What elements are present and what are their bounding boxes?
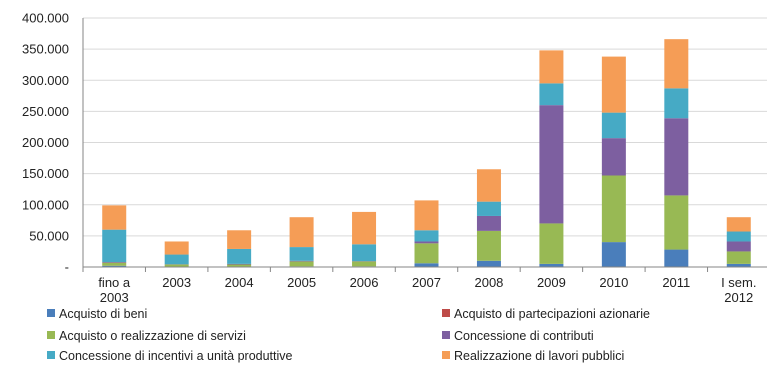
bar-segment [664, 39, 689, 89]
bar-segment [664, 88, 689, 119]
legend-swatch [47, 351, 55, 359]
x-tick-label: 2004 [225, 275, 254, 290]
legend-label: Acquisto di partecipazioni azionarie [454, 307, 650, 321]
x-tick-label-line: 2010 [599, 275, 628, 290]
x-tick-label-line: 2007 [412, 275, 441, 290]
bar-segment [539, 50, 564, 84]
bar-segment [227, 263, 252, 265]
bar-segment [601, 242, 626, 267]
y-tick-label: 150.000 [22, 166, 69, 181]
bar-segment [601, 56, 626, 113]
y-tick-label: 400.000 [22, 11, 69, 26]
legend-label: Acquisto di beni [59, 307, 147, 321]
bar-segment [414, 200, 439, 231]
bar-segment [352, 244, 377, 262]
bar-segment [289, 261, 314, 267]
bar-segment [601, 175, 626, 243]
y-tick-label: 200.000 [22, 135, 69, 150]
y-tick-label: 250.000 [22, 104, 69, 119]
bar-segment [476, 230, 501, 261]
bar-segment [476, 260, 501, 267]
bar-segment [414, 243, 439, 264]
bar-segment [227, 264, 252, 267]
x-tick-label-line: I sem. [721, 275, 756, 290]
y-tick-label: 50.000 [29, 228, 69, 243]
x-tick-label-line: 2003 [100, 290, 129, 305]
y-tick-label: - [65, 260, 69, 275]
bar-segment [601, 112, 626, 139]
y-tick-label: 300.000 [22, 73, 69, 88]
bar-segment [227, 230, 252, 249]
bar-segment [414, 230, 439, 242]
x-tick-label-line: 2005 [287, 275, 316, 290]
axes: - 50.000 100.000 150.000 200.000 250.000 300.0… [22, 11, 767, 305]
bar-segment [164, 254, 189, 265]
bar-segment [102, 229, 127, 263]
bar-segment [664, 249, 689, 267]
bar-segment [476, 215, 501, 231]
x-tick-label: 2009 [537, 275, 566, 290]
y-tick-label: 350.000 [22, 42, 69, 57]
x-tick-label: 2005 [287, 275, 316, 290]
gridlines [83, 17, 767, 237]
x-tick-label-line: 2003 [162, 275, 191, 290]
bar-segment [726, 251, 751, 264]
x-tick-label: fino a 2003 [98, 275, 131, 305]
y-tick-label: 100.000 [22, 197, 69, 212]
bar-segment [102, 262, 127, 263]
legend-label: Concessione di contributi [454, 329, 594, 343]
legend-swatch [47, 309, 55, 317]
x-tick-label-line: 2009 [537, 275, 566, 290]
legend-swatch [442, 309, 450, 317]
x-tick-label-line: 2011 [662, 275, 690, 290]
bar-segment [289, 260, 314, 262]
x-tick-label: 2008 [474, 275, 503, 290]
x-tick-label-line: fino a [98, 275, 131, 290]
bar-segment [726, 241, 751, 252]
x-tick-label: 2003 [162, 275, 191, 290]
bar-segment [289, 247, 314, 261]
legend: Acquisto di beni Acquisto di partecipazio… [47, 307, 650, 363]
bar-segment [476, 169, 501, 202]
bar-segment [539, 105, 564, 224]
bar-segment [664, 195, 689, 250]
bar-segment [102, 265, 127, 267]
x-tick-label: 2010 [599, 275, 628, 290]
bar-segment [726, 263, 751, 267]
bar-segment [414, 263, 439, 267]
bar-segment [164, 241, 189, 255]
x-tick-label-line: 2006 [350, 275, 379, 290]
legend-label: Realizzazione di lavori pubblici [454, 349, 624, 363]
bar-segment [164, 264, 189, 267]
bar-segment [664, 118, 689, 196]
x-tick-label: 2006 [350, 275, 379, 290]
bar-segment [414, 241, 439, 244]
bar-segment [352, 261, 377, 267]
legend-label: Acquisto o realizzazione di servizi [59, 329, 246, 343]
x-tick-label-line: 2008 [474, 275, 503, 290]
bar-segment [227, 248, 252, 264]
x-tick-label: I sem. 2012 [721, 275, 756, 305]
bar-segment [539, 263, 564, 267]
legend-swatch [442, 351, 450, 359]
bar-segment [352, 211, 377, 245]
bar-segment [476, 201, 501, 216]
x-tick-label-line: 2012 [724, 290, 753, 305]
bar-segment [539, 223, 564, 264]
x-tick-label: 2011 [662, 275, 690, 290]
legend-swatch [47, 331, 55, 339]
bars [102, 39, 751, 267]
bar-segment [102, 262, 127, 266]
legend-swatch [442, 331, 450, 339]
bar-segment [102, 205, 127, 230]
bar-segment [726, 217, 751, 232]
legend-label: Concessione di incentivi a unità produtt… [59, 349, 293, 363]
bar-segment [539, 83, 564, 106]
bar-segment [726, 231, 751, 242]
bar-segment [601, 138, 626, 176]
bar-segment [289, 217, 314, 248]
x-tick-label-line: 2004 [225, 275, 254, 290]
x-tick-label: 2007 [412, 275, 441, 290]
